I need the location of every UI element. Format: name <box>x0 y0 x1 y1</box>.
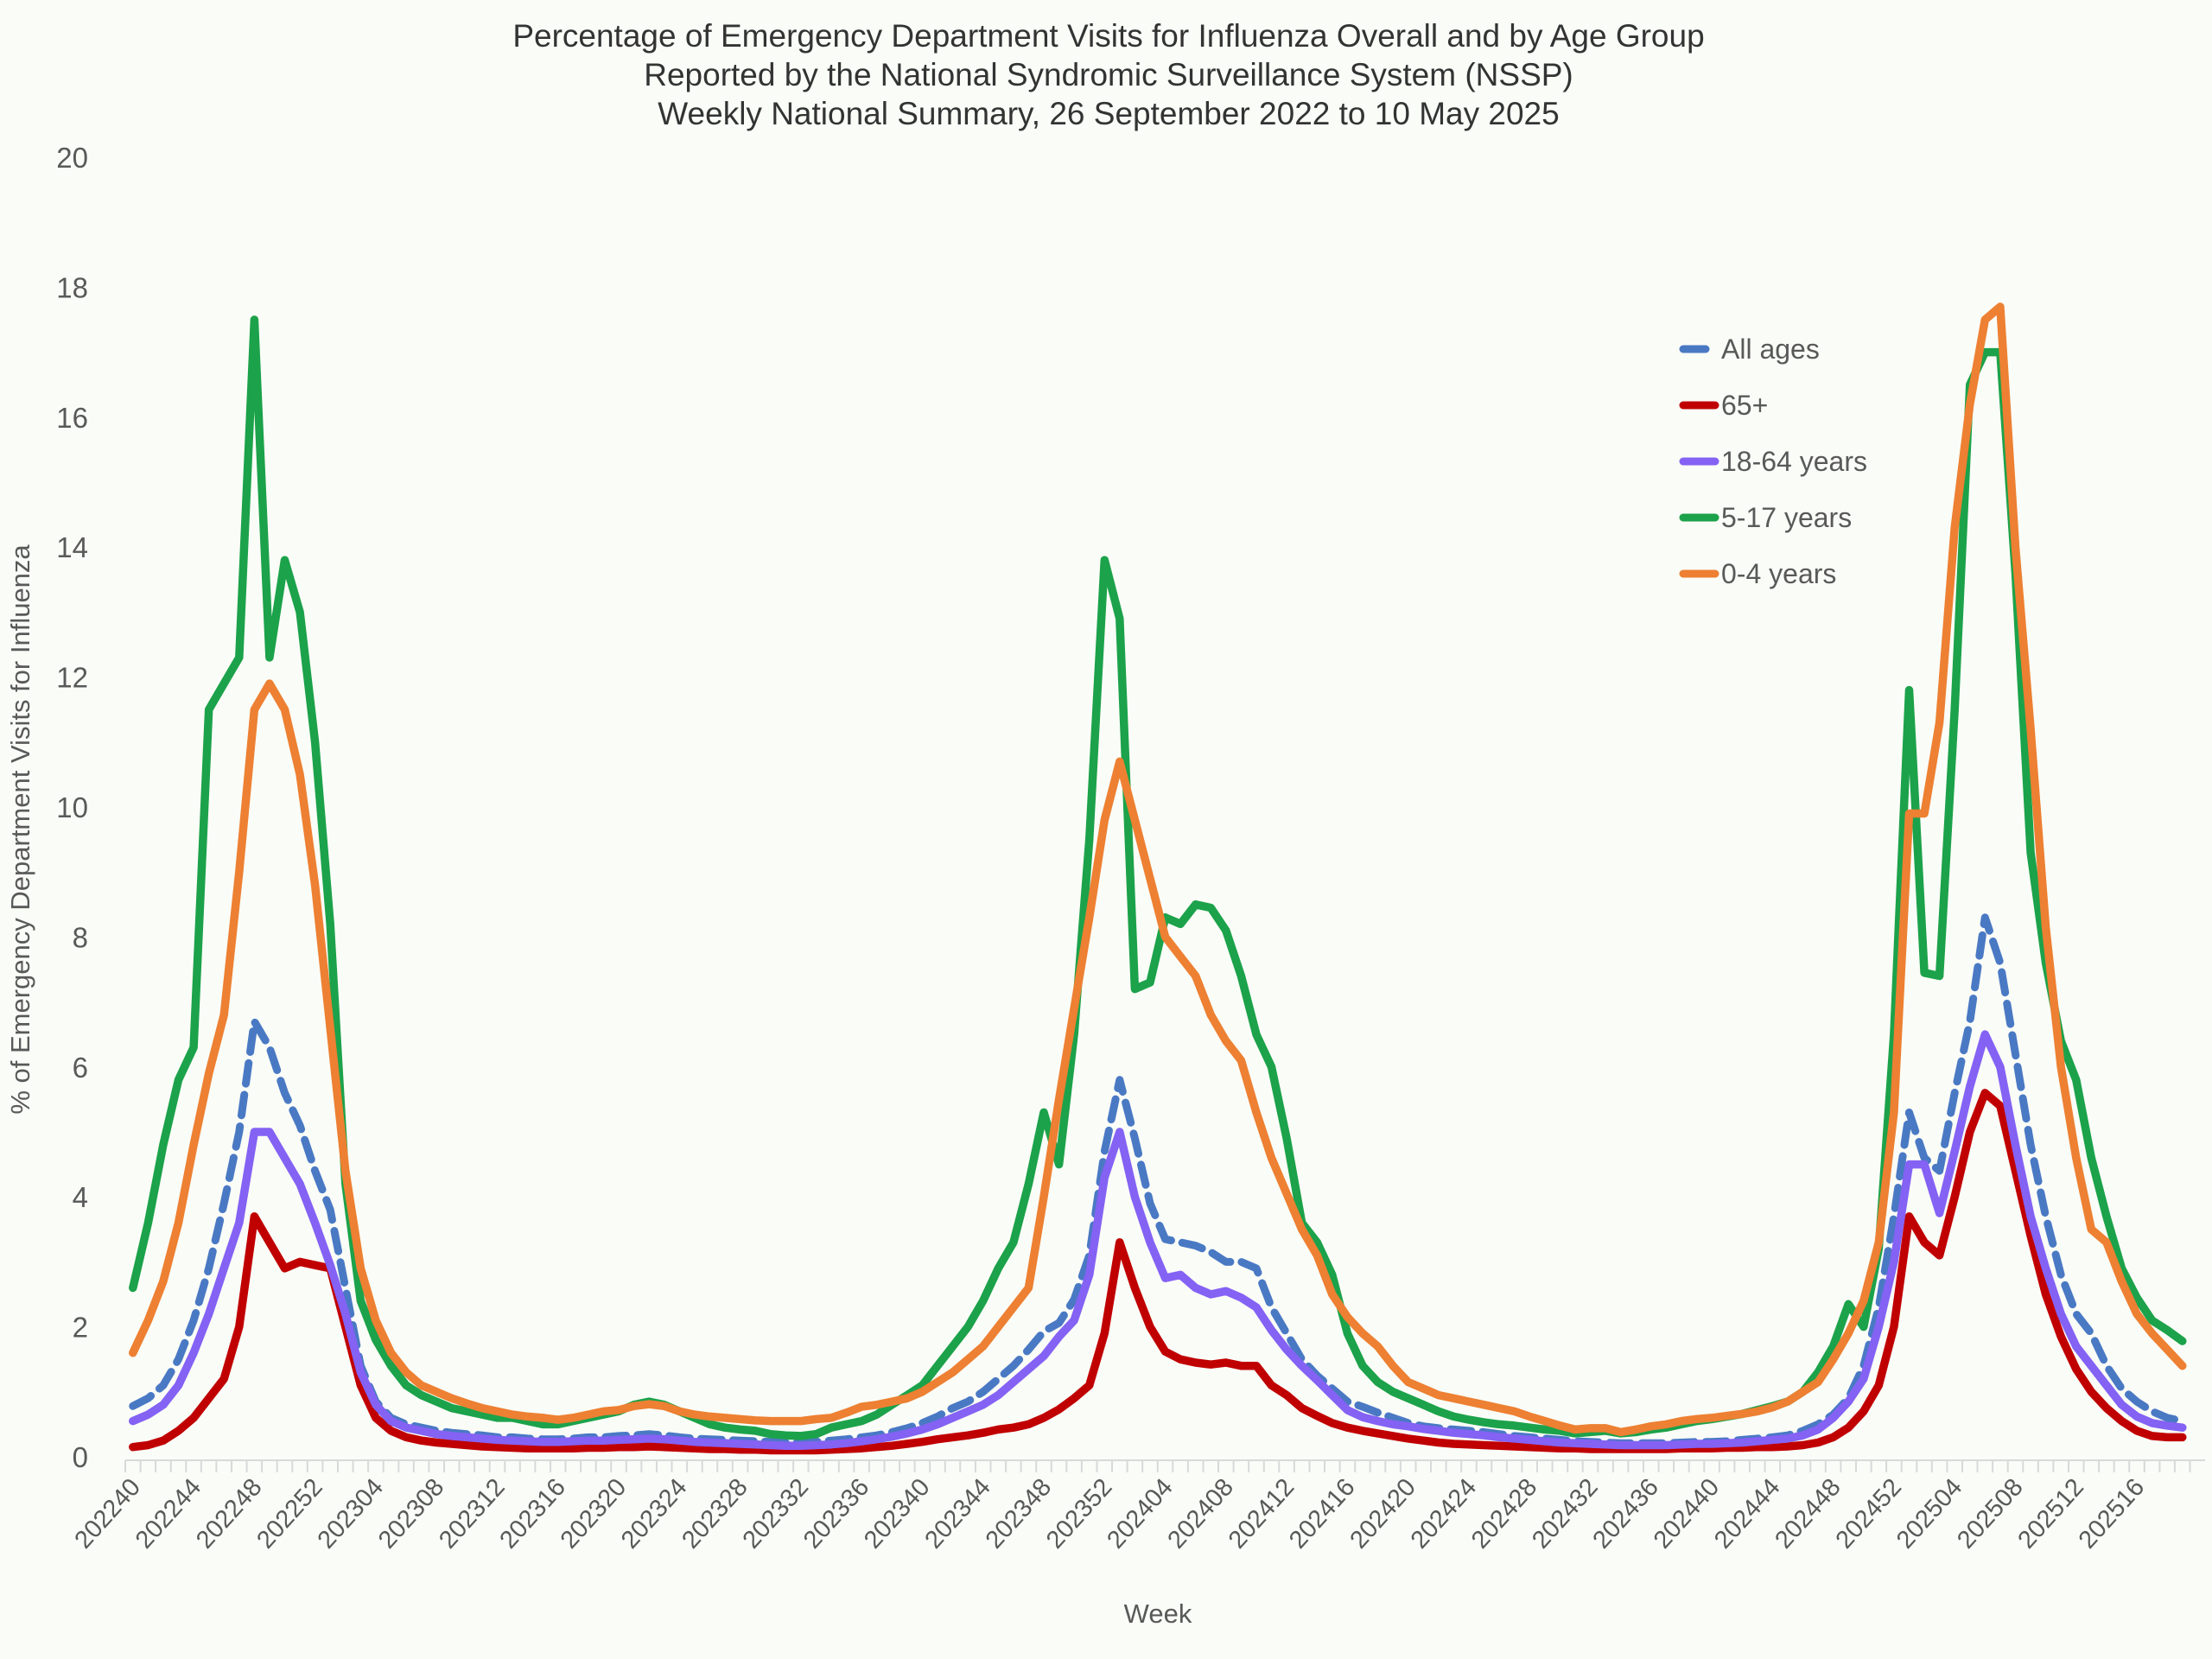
x-tick-label: 202328 <box>677 1473 753 1554</box>
plot-area: 0 2 4 6 8 10 12 14 16 18 20 20224020224420224820225… <box>56 142 2206 1554</box>
legend-item-5-17: 5-17 years <box>1679 502 1852 533</box>
x-tick-label: 202240 <box>69 1473 146 1554</box>
x-tick-label: 202516 <box>2074 1473 2151 1554</box>
y-tick-label: 2 <box>73 1312 88 1344</box>
series-line-all-ages <box>129 913 2187 1447</box>
x-tick-label: 202308 <box>373 1473 450 1554</box>
x-tick-label: 202404 <box>1102 1473 1179 1554</box>
x-tick-label: 202452 <box>1831 1473 1908 1554</box>
x-tick-label: 202316 <box>494 1473 571 1554</box>
chart-title-line1: Percentage of Emergency Department Visit… <box>512 18 1704 54</box>
x-tick-label: 202508 <box>1952 1473 2029 1554</box>
y-tick-label: 16 <box>56 402 88 434</box>
x-tick-label: 202312 <box>434 1473 511 1554</box>
y-axis-title: % of Emergency Department Visits for Inf… <box>5 544 35 1115</box>
x-tick-label: 202248 <box>191 1473 268 1554</box>
series-line-65- <box>129 1089 2187 1455</box>
x-tick-label: 202416 <box>1284 1473 1361 1554</box>
x-tick-label: 202352 <box>1041 1473 1118 1554</box>
y-tick-label: 14 <box>56 531 88 563</box>
y-tick-label: 4 <box>73 1181 88 1213</box>
x-tick-label: 202504 <box>1891 1473 1968 1554</box>
x-axis-title: Week <box>1124 1599 1192 1629</box>
y-tick-label: 10 <box>56 791 88 823</box>
legend-label-0-4: 0-4 years <box>1721 558 1836 589</box>
y-tick-label: 8 <box>73 921 88 953</box>
x-tick-label: 202432 <box>1527 1473 1604 1554</box>
x-tick-label: 202332 <box>738 1473 815 1554</box>
chart-title-line3: Weekly National Summary, 26 September 20… <box>658 96 1559 131</box>
legend-item-18-64: 18-64 years <box>1679 446 1867 477</box>
x-tick-label: 202412 <box>1224 1473 1300 1554</box>
series-line-0-4-years <box>129 302 2187 1437</box>
y-tick-label: 6 <box>73 1052 88 1084</box>
x-tick-label: 202336 <box>798 1473 875 1554</box>
x-tick-label: 202444 <box>1709 1473 1786 1554</box>
legend-label-5-17: 5-17 years <box>1721 502 1852 533</box>
x-tick-label: 202252 <box>251 1473 328 1554</box>
x-tick-label: 202440 <box>1649 1473 1726 1554</box>
legend-item-65-plus: 65+ <box>1679 390 1768 421</box>
legend-label-18-64: 18-64 years <box>1721 446 1867 477</box>
x-tick-label: 202424 <box>1406 1473 1483 1554</box>
chart-title-line2: Reported by the National Syndromic Surve… <box>644 57 1573 92</box>
x-tick-label: 202408 <box>1162 1473 1239 1554</box>
y-tick-label: 20 <box>56 142 88 174</box>
x-tick-label: 202428 <box>1466 1473 1543 1554</box>
series-line-5-17-years <box>129 315 2187 1440</box>
y-tick-label: 12 <box>56 662 88 694</box>
x-tick-label: 202320 <box>556 1473 632 1554</box>
x-tick-label: 202304 <box>313 1473 390 1554</box>
legend-item-0-4: 0-4 years <box>1679 558 1836 589</box>
x-tick-label: 202340 <box>859 1473 936 1554</box>
legend-label-all-ages: All ages <box>1721 334 1820 365</box>
x-tick-label: 202344 <box>919 1473 996 1554</box>
x-tick-label: 202244 <box>130 1473 207 1554</box>
legend: All ages 65+ 18-64 years 5-17 years 0-4 … <box>1679 334 1867 589</box>
series-line-18-64-years <box>129 1030 2187 1450</box>
legend-item-all-ages: All ages <box>1679 334 1820 365</box>
x-tick-label: 202448 <box>1770 1473 1847 1554</box>
x-tick-label: 202436 <box>1587 1473 1664 1554</box>
y-tick-label: 0 <box>73 1441 88 1473</box>
x-tick-label: 202420 <box>1344 1473 1421 1554</box>
legend-label-65-plus: 65+ <box>1721 390 1768 421</box>
x-tick-label: 202324 <box>616 1473 693 1554</box>
x-tick-label: 202512 <box>2012 1473 2089 1554</box>
x-tick-label: 202348 <box>981 1473 1058 1554</box>
y-tick-label: 18 <box>56 271 88 303</box>
